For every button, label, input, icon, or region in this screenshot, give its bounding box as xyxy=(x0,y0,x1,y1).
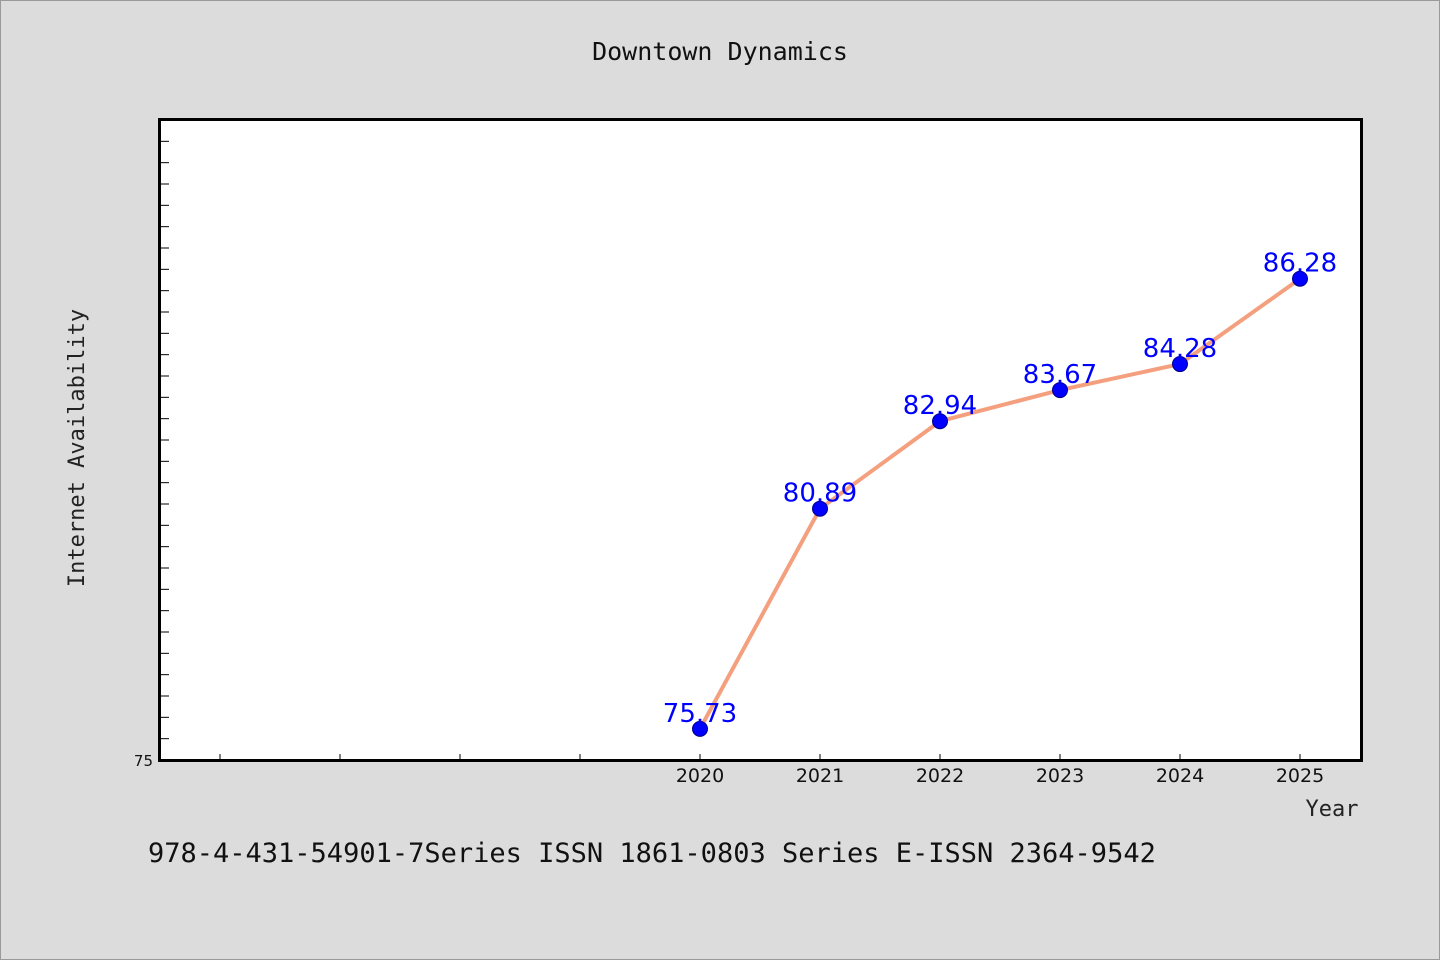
chart-title: Downtown Dynamics xyxy=(592,37,848,66)
data-label: 82.94 xyxy=(903,391,977,421)
data-labels: 75.73 80.89 82.94 83.67 84.28 86.28 xyxy=(663,249,1337,729)
data-label: 80.89 xyxy=(783,479,857,509)
y-tick-label: 75 xyxy=(134,752,153,770)
x-tick-label: 2023 xyxy=(1036,765,1084,787)
data-point xyxy=(1052,382,1068,399)
data-point xyxy=(1292,270,1308,287)
x-tick-label: 2020 xyxy=(676,765,724,787)
data-point xyxy=(692,720,708,737)
x-tick-label: 2025 xyxy=(1276,765,1324,787)
data-point xyxy=(1172,356,1188,373)
plot-area xyxy=(158,118,1363,762)
x-tick-label: 2021 xyxy=(796,765,844,787)
series-markers xyxy=(692,270,1308,737)
data-label: 84.28 xyxy=(1143,334,1217,364)
data-label: 75.73 xyxy=(663,699,737,729)
data-label: 86.28 xyxy=(1263,249,1337,279)
data-label: 83.67 xyxy=(1023,360,1097,390)
series-path xyxy=(698,276,1302,731)
y-axis-label: Internet Availability xyxy=(65,309,90,587)
data-point xyxy=(932,413,948,430)
x-tick-label: 2024 xyxy=(1156,765,1204,787)
x-axis-label: Year xyxy=(1306,797,1359,822)
series-line xyxy=(698,276,1302,731)
x-axis-ticks: 2020 2021 2022 2023 2024 2025 xyxy=(219,754,1324,787)
data-point xyxy=(812,500,828,517)
footer-text: 978-4-431-54901-7Series ISSN 1861-0803 S… xyxy=(148,838,1156,869)
x-tick-label: 2022 xyxy=(916,765,964,787)
y-axis-ticks xyxy=(160,140,169,740)
